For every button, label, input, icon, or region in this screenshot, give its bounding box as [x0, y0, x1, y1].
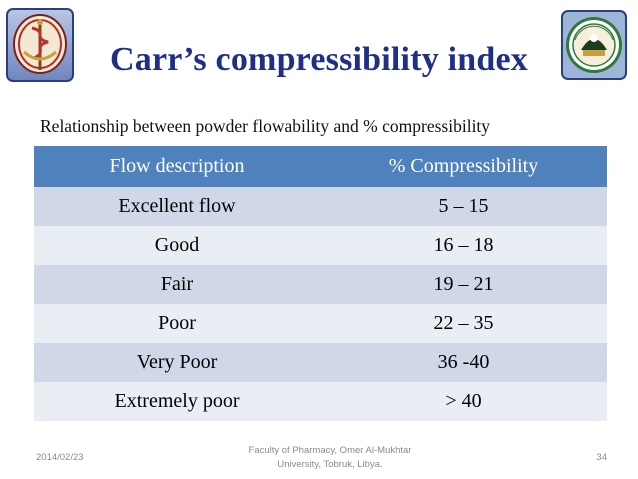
slide-title: Carr’s compressibility index — [110, 41, 528, 78]
compressibility-table: Flow description % Compressibility Excel… — [34, 146, 607, 421]
compressibility-cell: 19 – 21 — [320, 265, 607, 304]
compressibility-cell: > 40 — [320, 382, 607, 421]
table-row: Very Poor 36 -40 — [34, 343, 607, 382]
table-row: Good 16 – 18 — [34, 226, 607, 265]
compressibility-cell: 16 – 18 — [320, 226, 607, 265]
slide-subtitle: Relationship between powder flowability … — [40, 116, 491, 136]
table-row: Extremely poor > 40 — [34, 382, 607, 421]
compressibility-cell: 36 -40 — [320, 343, 607, 382]
table-row: Fair 19 – 21 — [34, 265, 607, 304]
table-header-row: Flow description % Compressibility — [34, 146, 607, 187]
compressibility-cell: 22 – 35 — [320, 304, 607, 343]
flow-description-cell: Fair — [34, 265, 320, 304]
flow-description-cell: Good — [34, 226, 320, 265]
footer-institution-line2: University, Tobruk, Libya. — [277, 459, 383, 470]
column-header-flow-description: Flow description — [34, 146, 320, 187]
table-row: Poor 22 – 35 — [34, 304, 607, 343]
flow-description-cell: Extremely poor — [34, 382, 320, 421]
footer-institution-line1: Faculty of Pharmacy, Omer Al-Mukhtar — [248, 445, 412, 456]
footer-institution: Faculty of Pharmacy, Omer Al-Mukhtar Uni… — [210, 444, 450, 472]
column-header-compressibility: % Compressibility — [320, 146, 607, 187]
footer-page-number: 34 — [596, 452, 607, 463]
flow-description-cell: Very Poor — [34, 343, 320, 382]
university-seal-icon — [561, 10, 627, 80]
flow-description-cell: Excellent flow — [34, 187, 320, 226]
table-row: Excellent flow 5 – 15 — [34, 187, 607, 226]
flow-description-cell: Poor — [34, 304, 320, 343]
footer-date: 2014/02/23 — [36, 452, 84, 463]
compressibility-cell: 5 – 15 — [320, 187, 607, 226]
faculty-logo-icon — [6, 8, 74, 82]
